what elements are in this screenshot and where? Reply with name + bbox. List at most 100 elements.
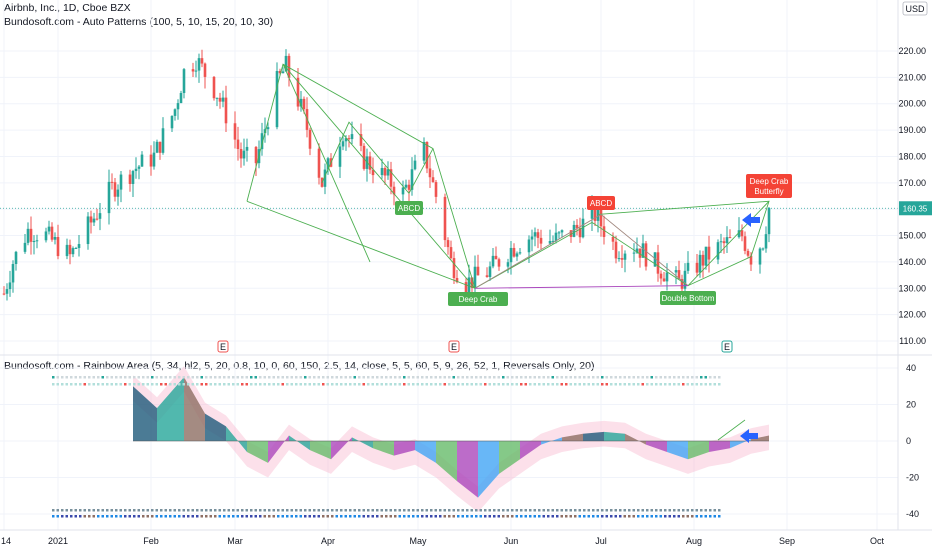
candle-body [389,169,393,187]
candle-body [695,262,699,273]
abcd-label [395,201,423,215]
signal-dot [281,383,284,386]
signal-dot [412,383,415,386]
candle-body [638,248,642,258]
signal-dot [479,383,482,386]
rainbow-area-segment [331,437,352,460]
signal-dot [407,383,410,386]
signal-dot [277,383,280,386]
price-axis-label: 140.00 [898,257,926,267]
signal-dot [592,376,595,379]
earnings-marker [217,340,229,353]
signal-dot [313,383,316,386]
signal-dot [389,509,392,512]
signal-dot [628,376,631,379]
signal-dot [115,383,118,386]
candle-body [158,141,162,153]
candle-body [140,154,144,167]
signal-dot [362,376,365,379]
signal-dot [596,383,599,386]
rainbow-area-segment [394,441,415,456]
signal-dot [479,509,482,512]
deep-crab-pattern-lines [282,64,371,263]
signal-dot [133,515,136,518]
candle-body [512,247,516,257]
signal-dot [236,509,239,512]
candle-body [350,134,354,140]
signal-dot [695,515,698,518]
signal-dot [52,383,55,386]
signal-dot [223,383,226,386]
signal-dot [124,509,127,512]
candle-body [317,148,321,178]
signal-dot [380,383,383,386]
signal-dot [632,515,635,518]
signal-dot [272,509,275,512]
candle-body [506,262,510,267]
candle-body [527,239,531,253]
candle-body [215,97,219,99]
signal-dot [376,515,379,518]
osc-axis-label: -40 [906,509,919,519]
signal-dot [529,509,532,512]
signal-dot [187,515,190,518]
signal-dot [218,376,221,379]
signal-dot [371,509,374,512]
signal-dot [452,515,455,518]
candle-body [764,234,768,249]
signal-dot [632,376,635,379]
candle-body [74,248,78,250]
signal-dot [434,376,437,379]
signal-dot [245,509,248,512]
candle-body [743,236,747,251]
signal-dot [533,515,536,518]
signal-dot [362,515,365,518]
signal-dot [664,515,667,518]
candle-body [179,93,183,104]
rainbow-area-segment [688,441,709,460]
signal-dot [286,515,289,518]
candle-body [266,127,270,130]
signal-dot [610,515,613,518]
signal-dot [497,376,500,379]
signal-dot [349,376,352,379]
signal-dot [191,509,194,512]
rainbow-area-indicator-title: Bundosoft.com - Rainbow Area (5, 34, hl2… [4,360,595,372]
signal-dot [358,383,361,386]
signal-dot [88,515,91,518]
signal-dot [295,383,298,386]
price-axis-label: 130.00 [898,283,926,293]
candle-body [539,237,543,244]
candle-body [620,258,624,260]
signal-dot [677,376,680,379]
signal-dot [619,376,622,379]
signal-dot [583,509,586,512]
signal-dot [61,376,64,379]
signal-dot [619,515,622,518]
candle-body [551,240,555,242]
signal-dot [668,383,671,386]
signal-dot [214,509,217,512]
signal-dot [74,376,77,379]
signal-dot [299,376,302,379]
deep-crab-label-text: Deep Crab [459,295,498,304]
candle-body [674,270,678,273]
price-axis-label: 170.00 [898,178,926,188]
signal-dot [236,383,239,386]
signal-dot [650,515,653,518]
candle-body [488,266,492,277]
time-axis-label: 14 [1,536,11,546]
signal-dot [380,376,383,379]
candle-body [278,70,282,74]
signal-dot [416,376,419,379]
signal-dot [259,515,262,518]
signal-dot [290,515,293,518]
signal-dot [718,376,721,379]
candle-body [425,141,429,169]
earnings-marker-text: E [724,342,730,352]
signal-dot [547,515,550,518]
time-axis-label: Apr [321,536,335,546]
signal-dot [605,515,608,518]
candle-body [176,103,180,110]
